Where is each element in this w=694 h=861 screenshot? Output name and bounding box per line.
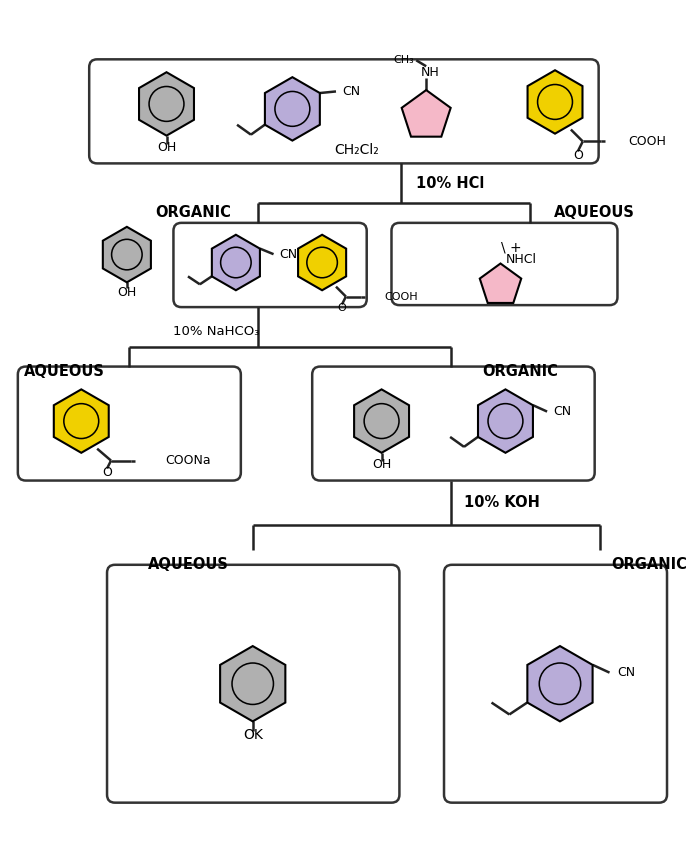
Text: OK: OK bbox=[243, 728, 262, 742]
Polygon shape bbox=[265, 77, 320, 140]
Text: O: O bbox=[337, 303, 346, 313]
Polygon shape bbox=[54, 389, 109, 453]
Text: ORGANIC: ORGANIC bbox=[155, 206, 231, 220]
Text: NHCl: NHCl bbox=[505, 253, 536, 266]
Text: NH: NH bbox=[421, 65, 439, 78]
Polygon shape bbox=[527, 646, 593, 722]
Text: O: O bbox=[573, 149, 583, 162]
FancyBboxPatch shape bbox=[18, 367, 241, 480]
Polygon shape bbox=[402, 90, 450, 137]
Text: CN: CN bbox=[280, 248, 298, 261]
Text: 10% KOH: 10% KOH bbox=[464, 495, 540, 510]
Text: COOH: COOH bbox=[384, 292, 418, 301]
Text: CH₂Cl₂: CH₂Cl₂ bbox=[335, 143, 379, 157]
Text: OH: OH bbox=[372, 458, 391, 471]
Text: 10% HCl: 10% HCl bbox=[416, 176, 484, 191]
Polygon shape bbox=[212, 235, 260, 290]
Polygon shape bbox=[480, 263, 521, 303]
Text: COONa: COONa bbox=[165, 454, 211, 467]
Text: AQUEOUS: AQUEOUS bbox=[555, 206, 635, 220]
Text: OH: OH bbox=[157, 141, 176, 154]
FancyBboxPatch shape bbox=[444, 565, 667, 802]
Text: COOH: COOH bbox=[628, 135, 666, 148]
Polygon shape bbox=[103, 226, 151, 282]
FancyBboxPatch shape bbox=[391, 223, 618, 305]
Text: \ +: \ + bbox=[500, 240, 521, 255]
Text: CN: CN bbox=[342, 85, 360, 98]
Polygon shape bbox=[478, 389, 533, 453]
Text: OH: OH bbox=[117, 286, 137, 299]
Polygon shape bbox=[354, 389, 409, 453]
Polygon shape bbox=[298, 235, 346, 290]
Text: ORGANIC: ORGANIC bbox=[611, 557, 687, 573]
Polygon shape bbox=[139, 72, 194, 136]
Text: CH₃: CH₃ bbox=[393, 55, 414, 65]
Text: ORGANIC: ORGANIC bbox=[482, 364, 558, 379]
FancyBboxPatch shape bbox=[312, 367, 595, 480]
Text: CN: CN bbox=[553, 405, 571, 418]
FancyBboxPatch shape bbox=[107, 565, 400, 802]
Text: 10% NaHCO₃: 10% NaHCO₃ bbox=[174, 325, 260, 338]
FancyBboxPatch shape bbox=[174, 223, 366, 307]
Text: CN: CN bbox=[618, 666, 636, 679]
Polygon shape bbox=[220, 646, 285, 722]
Polygon shape bbox=[527, 71, 582, 133]
FancyBboxPatch shape bbox=[90, 59, 599, 164]
Text: AQUEOUS: AQUEOUS bbox=[24, 364, 105, 379]
Text: AQUEOUS: AQUEOUS bbox=[148, 557, 229, 573]
Text: O: O bbox=[102, 466, 112, 479]
